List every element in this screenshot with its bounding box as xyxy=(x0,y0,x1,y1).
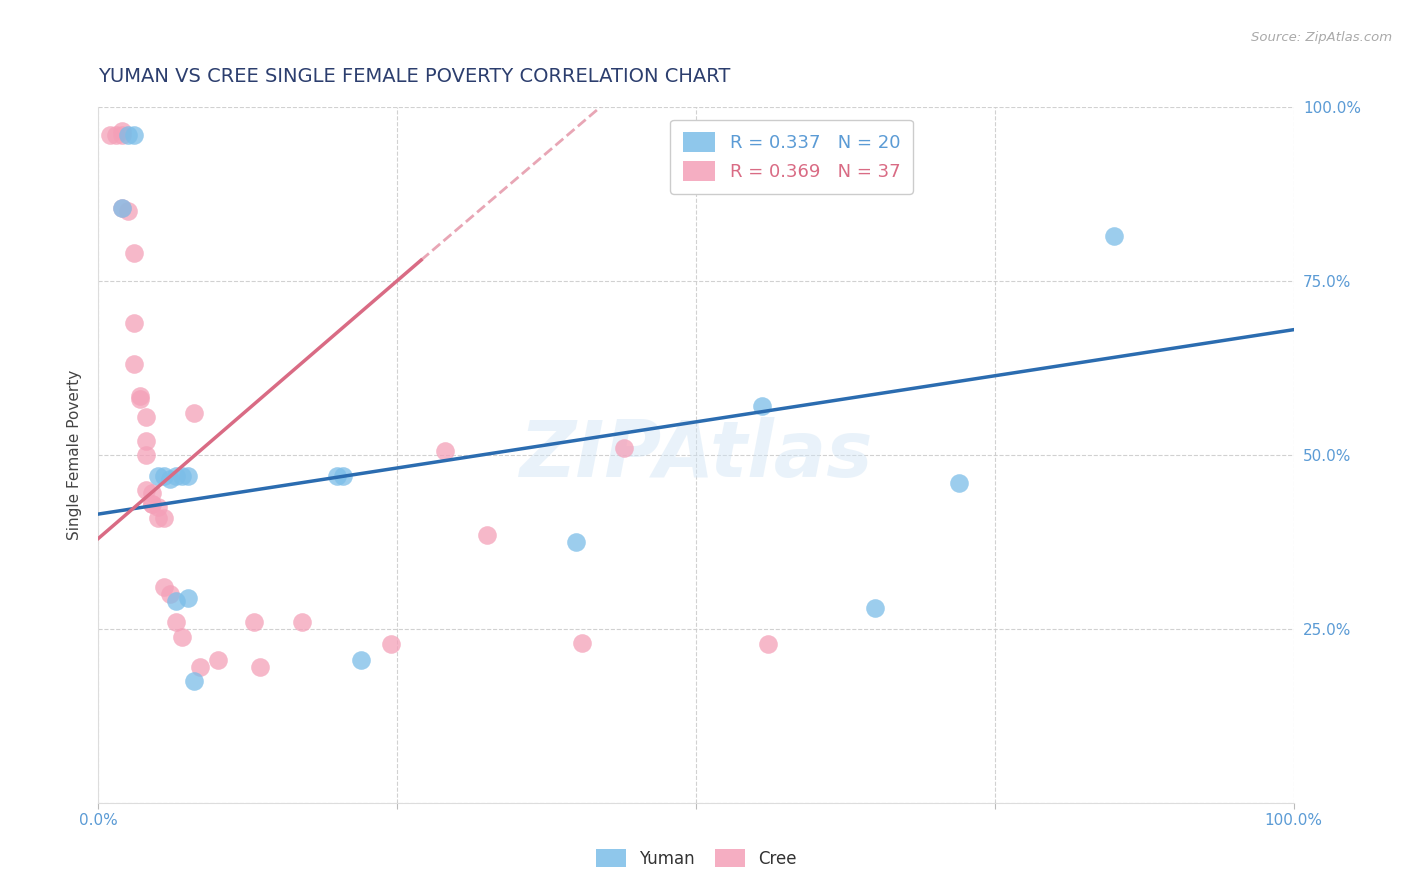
Point xyxy=(165,615,187,629)
Legend: Yuman, Cree: Yuman, Cree xyxy=(589,842,803,874)
Point xyxy=(135,483,157,497)
Point xyxy=(111,128,134,142)
Point xyxy=(177,468,200,483)
Point xyxy=(153,580,176,594)
Point xyxy=(249,660,271,674)
Point xyxy=(124,246,146,260)
Point xyxy=(129,389,152,403)
Point xyxy=(141,497,163,511)
Point xyxy=(148,500,170,514)
Point xyxy=(332,468,354,483)
Point xyxy=(153,510,176,524)
Point xyxy=(751,399,773,413)
Point xyxy=(380,637,402,651)
Y-axis label: Single Female Poverty: Single Female Poverty xyxy=(67,370,83,540)
Point xyxy=(177,591,200,605)
Point xyxy=(111,201,134,215)
Point xyxy=(188,660,211,674)
Point xyxy=(105,128,128,142)
Point xyxy=(475,528,498,542)
Point xyxy=(135,409,157,424)
Point xyxy=(124,128,146,142)
Point xyxy=(326,468,349,483)
Point xyxy=(165,468,187,483)
Point xyxy=(350,653,373,667)
Text: ZIPAtlas: ZIPAtlas xyxy=(519,417,873,493)
Point xyxy=(159,587,181,601)
Point xyxy=(117,128,139,142)
Point xyxy=(863,601,887,615)
Point xyxy=(141,486,163,500)
Point xyxy=(124,358,146,372)
Text: YUMAN VS CREE SINGLE FEMALE POVERTY CORRELATION CHART: YUMAN VS CREE SINGLE FEMALE POVERTY CORR… xyxy=(98,67,731,86)
Point xyxy=(172,468,194,483)
Point xyxy=(183,406,205,420)
Text: Source: ZipAtlas.com: Source: ZipAtlas.com xyxy=(1251,31,1392,45)
Point xyxy=(148,510,170,524)
Point xyxy=(153,468,176,483)
Point xyxy=(135,448,157,462)
Point xyxy=(207,653,229,667)
Point xyxy=(565,535,588,549)
Point xyxy=(948,475,970,490)
Point xyxy=(135,434,157,448)
Point xyxy=(172,630,194,644)
Point xyxy=(111,124,134,138)
Point xyxy=(117,204,139,219)
Point xyxy=(243,615,266,629)
Point xyxy=(129,392,152,407)
Point xyxy=(571,636,593,650)
Point xyxy=(98,128,122,142)
Point xyxy=(1102,228,1125,243)
Point xyxy=(124,316,146,330)
Point xyxy=(111,201,134,215)
Point xyxy=(613,441,636,455)
Point xyxy=(756,637,779,651)
Point xyxy=(433,444,456,458)
Point xyxy=(291,615,314,629)
Point xyxy=(183,674,205,689)
Point xyxy=(159,472,181,486)
Point xyxy=(165,594,187,608)
Point xyxy=(141,497,163,511)
Point xyxy=(148,468,170,483)
